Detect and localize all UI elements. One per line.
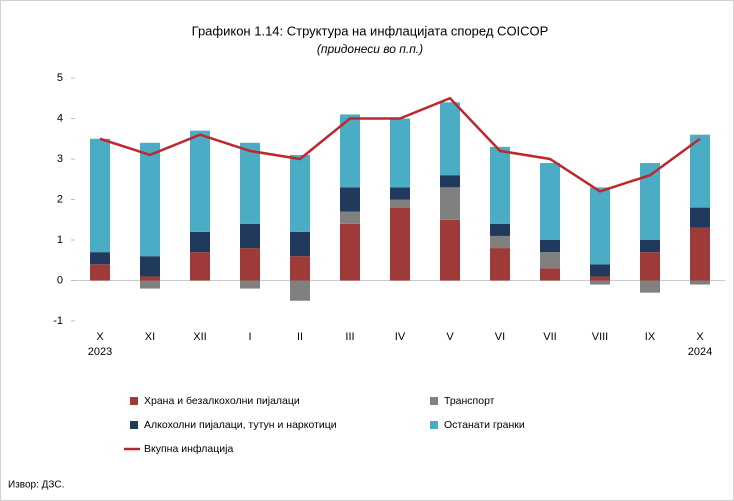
x-tick-label: X <box>96 331 104 343</box>
legend-swatch <box>130 421 138 429</box>
bar-segment <box>190 252 210 281</box>
bar-segment <box>590 187 610 265</box>
bar-segment <box>440 187 460 220</box>
bar-segment <box>390 118 410 188</box>
bar-segment <box>590 264 610 277</box>
bar-segment <box>640 280 660 293</box>
bar-segment <box>90 252 110 265</box>
x-tick-label: VIII <box>592 331 609 343</box>
chart-subtitle: (придонеси во п.п.) <box>317 42 423 56</box>
x-tick-label: XII <box>193 331 206 343</box>
bar-segment <box>290 256 310 281</box>
legend-label: Вкупна инфлација <box>144 443 233 455</box>
bar-segment <box>540 252 560 269</box>
y-tick-label: 5 <box>57 72 63 84</box>
bar-segment <box>690 134 710 208</box>
bar-segment <box>690 280 710 285</box>
bar-segment <box>340 223 360 281</box>
y-tick-label: 2 <box>57 193 63 205</box>
y-tick-label: 3 <box>57 153 63 165</box>
bar-segment <box>140 276 160 281</box>
x-tick-label: VII <box>543 331 556 343</box>
y-tick-label: 1 <box>57 234 63 246</box>
bar-segment <box>240 280 260 289</box>
bar-segment <box>640 240 660 253</box>
bar-segment <box>340 187 360 212</box>
legend-swatch <box>130 397 138 405</box>
bar-segment <box>140 280 160 289</box>
x-tick-label: IX <box>645 331 656 343</box>
bar-segment <box>540 240 560 253</box>
bar-segment <box>390 199 410 208</box>
bar-segment <box>90 264 110 281</box>
bar-segment <box>190 231 210 253</box>
y-tick-label: 4 <box>57 112 63 124</box>
x-tick-label: IV <box>395 331 406 343</box>
bar-segment <box>90 138 110 253</box>
bar-segment <box>240 142 260 224</box>
bar-segment <box>690 227 710 281</box>
bar-segment <box>140 256 160 277</box>
x-tick-label: II <box>297 331 303 343</box>
bar-segment <box>290 154 310 232</box>
legend-swatch <box>430 397 438 405</box>
bar-segment <box>290 231 310 257</box>
x-tick-label: X <box>696 331 704 343</box>
bar-segment <box>490 223 510 236</box>
bar-segment <box>390 207 410 281</box>
legend-label: Алкохолни пијалаци, тутун и наркотици <box>144 419 337 431</box>
bar-segment <box>590 280 610 285</box>
legend-swatch <box>430 421 438 429</box>
bar-segment <box>490 235 510 249</box>
bar-segment <box>340 114 360 188</box>
bar-segment <box>690 207 710 228</box>
bar-segment <box>490 248 510 281</box>
bar-segment <box>190 130 210 232</box>
x-sublabel: 2023 <box>88 346 112 358</box>
y-tick-label: 0 <box>57 274 63 286</box>
bar-segment <box>540 268 560 281</box>
y-tick-label: -1 <box>53 315 63 327</box>
bar-segment <box>240 248 260 281</box>
source: Извор: ДЗС. <box>8 480 64 491</box>
x-tick-label: III <box>345 331 354 343</box>
bar-segment <box>590 276 610 281</box>
line-series <box>99 96 701 193</box>
legend-label: Храна и безалкохолни пијалаци <box>144 395 300 407</box>
legend-label: Останати гранки <box>444 419 525 431</box>
bar-segment <box>290 280 310 301</box>
bar-segment <box>340 211 360 224</box>
bar-segment <box>540 163 560 240</box>
x-tick-label: V <box>446 331 454 343</box>
bar-segment <box>390 187 410 200</box>
bar-segment <box>640 252 660 281</box>
x-tick-label: I <box>248 331 251 343</box>
bar-segment <box>440 102 460 176</box>
bar-segment <box>490 146 510 224</box>
bar-segment <box>240 223 260 249</box>
bar-segment <box>140 142 160 257</box>
x-tick-label: XI <box>145 331 155 343</box>
bar-segment <box>440 219 460 281</box>
legend-label: Транспорт <box>444 395 495 407</box>
bar-segment <box>440 175 460 188</box>
x-tick-label: VI <box>495 331 505 343</box>
x-sublabel: 2024 <box>688 346 712 358</box>
chart-title: Графикон 1.14: Структура на инфлацијата … <box>192 23 549 38</box>
bar-segment <box>640 163 660 240</box>
